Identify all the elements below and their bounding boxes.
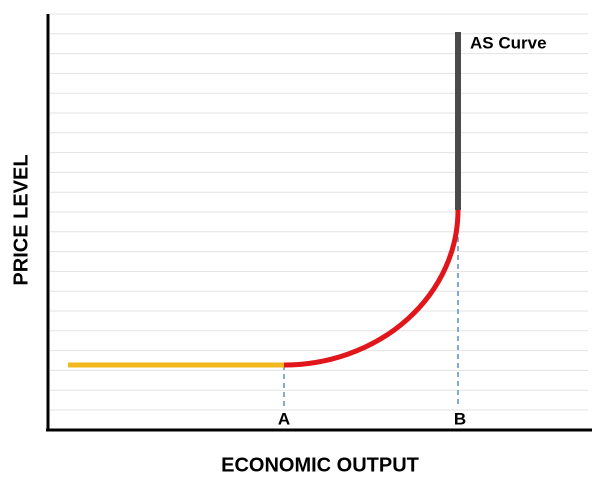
curve-label: AS Curve [470, 33, 547, 52]
curve-segment [283, 209, 461, 368]
grid [50, 13, 588, 411]
point-label: B [454, 409, 466, 428]
x-axis-label: ECONOMIC OUTPUT [221, 454, 419, 476]
y-axis-label: PRICE LEVEL [10, 154, 32, 285]
point-label: A [278, 409, 290, 428]
